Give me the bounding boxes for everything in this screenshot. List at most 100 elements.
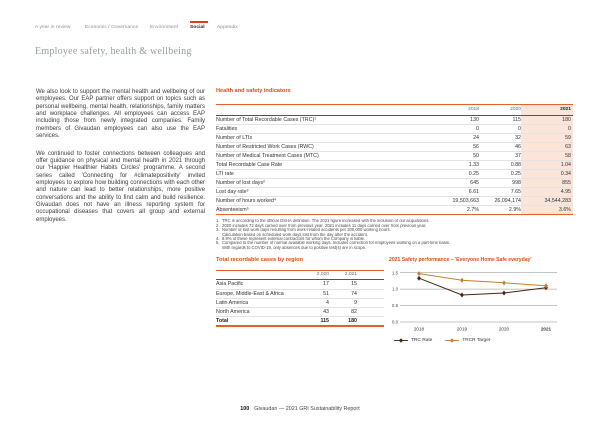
nav-item-appendix[interactable]: Appendix [217, 25, 238, 30]
row-value: 180 [348, 318, 357, 325]
footnote-line: 1. TRC is according to the official OSHA … [216, 218, 573, 223]
row-value: 855 [521, 178, 573, 187]
row-label: Fatalities [216, 125, 238, 132]
row-label: Number of LTIs [216, 134, 253, 141]
table-row: Absenteeism⁵ 2.7% 2.9% 3.6% [216, 205, 573, 214]
footnote-text: Compared to the number of normal availab… [222, 241, 451, 246]
active-tab-marker [190, 20, 208, 24]
nav-item-social[interactable]: Social [190, 25, 205, 30]
x-tick-label: 2020 [499, 327, 510, 332]
row-value: 130 [470, 116, 479, 123]
row-value: 115 [320, 318, 329, 325]
row-value: 6.61 [468, 188, 479, 195]
row-value: 17 [323, 281, 329, 288]
row-label: Number of Medical Treatment Cases (MTC) [216, 152, 319, 159]
footnote-text: 2020 includes 72 days carried over from … [222, 223, 427, 228]
row-value: 0 [518, 125, 521, 132]
nav-item-economic-governance[interactable]: Economic / Governance [85, 25, 139, 30]
health-safety-table-title: Health and safety indicators [216, 88, 291, 94]
page-number: 100 [240, 406, 250, 412]
data-point-marker [417, 271, 421, 277]
row-value: 26,094,174 [494, 197, 521, 204]
footnote-number: 2. [216, 222, 220, 228]
row-label: Lost day rate³ [216, 188, 249, 195]
row-label: Number of lost days² [216, 179, 265, 186]
row-value: 2.9% [508, 206, 521, 213]
column-header: 2020 [510, 107, 521, 113]
row-value: 58 [521, 151, 573, 160]
table-row: Number of Restricted Work Cases (RWC) 56 4… [216, 142, 573, 152]
region-table-title: Total recordable cases by region [216, 257, 303, 263]
data-point-marker [417, 275, 421, 281]
row-value: 37 [515, 152, 521, 159]
legend-item: TRCR Target [445, 337, 490, 344]
legend-label: TRCR Target [462, 337, 491, 343]
row-value: 82 [351, 309, 357, 316]
row-value: 0 [521, 124, 573, 133]
row-value: 0.88 [510, 161, 521, 168]
table-row: LTI rate 0.25 0.25 0.34 [216, 169, 573, 179]
table-row: Europe, Middle-East & Africa 51 74 [216, 290, 384, 299]
row-label: Total Recordable Case Rate [216, 161, 283, 168]
footnote-number: 5. [216, 240, 220, 246]
row-value: 3.6% [521, 205, 573, 214]
data-point-marker [502, 280, 506, 286]
nav-item-year-in-review[interactable]: A year in review [35, 25, 71, 30]
row-value: 24 [473, 134, 479, 141]
y-tick-label: 1.0 [392, 287, 399, 292]
row-value: 7.65 [510, 188, 521, 195]
footnote-line: 5. Compared to the number of normal avail… [216, 240, 573, 246]
row-value: 2.7% [466, 206, 479, 213]
row-value: 15 [351, 281, 357, 288]
row-label: Number of Total Recordable Cases (TRC)¹ [216, 116, 316, 123]
row-value: 0.25 [468, 170, 479, 177]
y-tick-label: 0.0 [392, 320, 399, 325]
accent-rule [216, 104, 573, 106]
row-label: Europe, Middle-East & Africa [216, 290, 284, 297]
table-row: Latin America 4 9 [216, 299, 384, 308]
footnote-text: With regards to COVID-19, only absences … [222, 245, 367, 250]
y-tick-label: 1.5 [392, 270, 399, 275]
table-row: Total 115 180 [216, 317, 384, 325]
footer-text: Givaudan — 2021 GRI Sustainability Repor… [254, 406, 360, 412]
row-value: 50 [473, 152, 479, 159]
column-header: 2021 [521, 105, 573, 115]
nav-item-environment[interactable]: Environment [150, 25, 179, 30]
table-row: Total Recordable Case Rate 1.33 0.88 1.04 [216, 160, 573, 170]
row-label: LTI rate [216, 170, 234, 177]
table-footnotes: 1. TRC is according to the official OSHA … [216, 218, 573, 250]
legend-swatch [445, 337, 460, 343]
table-row: North America 43 82 [216, 308, 384, 318]
row-value: 1.04 [521, 160, 573, 169]
y-tick-label: 0.5 [392, 303, 399, 308]
row-label: Number of Restricted Work Cases (RWC) [216, 143, 314, 150]
footnote-number: 4. [216, 236, 220, 241]
footnote-line: 4. 8.9% of these represent external contr… [216, 236, 573, 241]
table-row: Number of Medical Treatment Cases (MTC) 5… [216, 151, 573, 161]
health-safety-table-body: Number of Total Recordable Cases (TRC)¹ 1… [216, 115, 573, 214]
row-value: 56 [473, 143, 479, 150]
column-header: 2018 [468, 107, 479, 113]
row-value: 0.25 [510, 170, 521, 177]
footnote-line: With regards to COVID-19, only absences … [216, 246, 573, 250]
table-row: Number of lost days² 645 998 855 [216, 178, 573, 188]
column-header: 2,020 [316, 272, 329, 278]
series-line-trc-rate [418, 277, 547, 296]
body-paragraph-2: We continued to foster connections betwe… [36, 150, 205, 223]
series-line-trcr-target [418, 273, 547, 287]
data-point-marker [460, 277, 464, 283]
accent-rule [216, 269, 384, 271]
data-point-marker [502, 290, 506, 296]
row-value: 46 [515, 143, 521, 150]
accent-rule [216, 213, 573, 215]
row-value: 34,544,283 [521, 196, 573, 205]
column-header: 2,021 [344, 272, 357, 278]
region-table-section: Total recordable cases by region 2,020 2,… [216, 257, 384, 327]
row-value: 645 [470, 179, 479, 186]
table-row: Number of Total Recordable Cases (TRC)¹ 1… [216, 115, 573, 125]
row-value: 74 [351, 290, 357, 297]
table-row: Lost day rate³ 6.61 7.65 4.95 [216, 187, 573, 197]
row-value: 0.34 [521, 169, 573, 178]
x-tick-label: 2019 [457, 327, 468, 332]
